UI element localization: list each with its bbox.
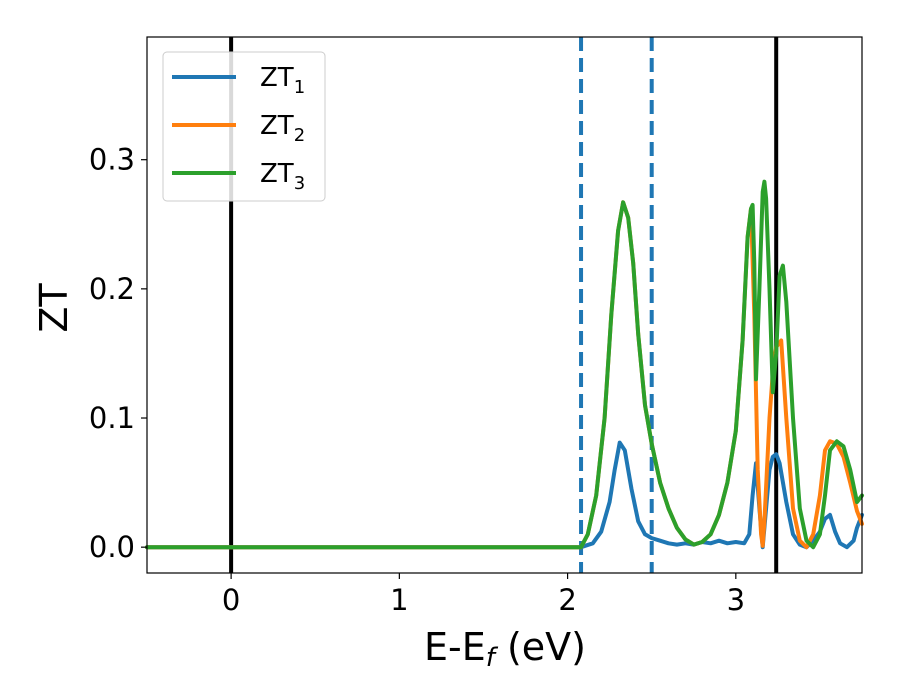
y-tick-label: 0.0 — [89, 530, 135, 564]
y-axis-ticks: 0.0 0.1 0.2 0.3 — [89, 143, 147, 564]
x-tick-label: 2 — [558, 583, 576, 617]
y-axis-label: ZT — [32, 283, 76, 333]
legend-label-zt3: ZT3 — [260, 159, 305, 194]
x-axis-label-unit: (eV) — [495, 625, 586, 669]
y-tick-label: 0.3 — [89, 143, 135, 177]
legend-box — [162, 51, 326, 202]
x-tick-label: 3 — [727, 583, 745, 617]
x-tick-label: 1 — [390, 583, 408, 617]
y-tick-label: 0.1 — [89, 401, 135, 435]
legend: ZT1 ZT2 ZT3 — [162, 51, 326, 202]
y-tick-label: 0.2 — [89, 272, 135, 306]
series-line-zt1 — [145, 440, 864, 550]
data-series — [145, 179, 864, 550]
legend-label-zt2: ZT2 — [260, 111, 305, 146]
plot-frame — [146, 36, 863, 574]
series-line-zt3 — [145, 179, 864, 550]
legend-label-zt1: ZT1 — [260, 63, 305, 98]
x-axis-ticks: 0 1 2 3 — [222, 573, 745, 617]
x-tick-label: 0 — [222, 583, 240, 617]
x-axis-label: E-Ef (eV) — [424, 625, 586, 673]
